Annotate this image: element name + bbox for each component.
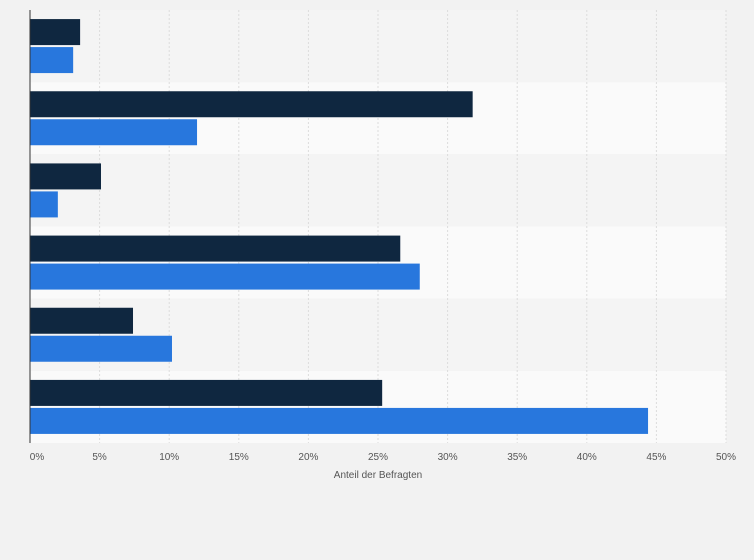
- x-tick-label: 10%: [159, 452, 179, 463]
- bar-series-1: [30, 235, 401, 262]
- bar-series-2: [30, 191, 58, 218]
- x-tick-labels: 0% 5% 10% 15% 20% 25% 30% 35% 40% 45% 50%: [30, 452, 736, 463]
- bar-series-2: [30, 47, 74, 74]
- x-tick-label: 45%: [646, 452, 666, 463]
- x-tick-label: 50%: [716, 452, 736, 463]
- bar-series-1: [30, 163, 101, 190]
- bars: [30, 19, 649, 434]
- x-tick-label: 25%: [368, 452, 388, 463]
- bar-series-1: [30, 19, 81, 46]
- bar-series-1: [30, 307, 134, 334]
- bar-series-2: [30, 335, 172, 362]
- x-axis-title: Anteil der Befragten: [334, 470, 422, 481]
- x-tick-label: 35%: [507, 452, 527, 463]
- x-tick-label: 0%: [30, 452, 45, 463]
- x-tick-label: 30%: [438, 452, 458, 463]
- bar-series-2: [30, 407, 649, 434]
- gridlines: [99, 10, 727, 443]
- x-tick-label: 15%: [229, 452, 249, 463]
- bar-series-1: [30, 379, 383, 406]
- x-tick-label: 5%: [92, 452, 107, 463]
- bar-series-1: [30, 91, 473, 118]
- x-tick-label: 40%: [577, 452, 597, 463]
- bar-series-2: [30, 119, 198, 146]
- bar-series-2: [30, 263, 420, 290]
- x-tick-label: 20%: [298, 452, 318, 463]
